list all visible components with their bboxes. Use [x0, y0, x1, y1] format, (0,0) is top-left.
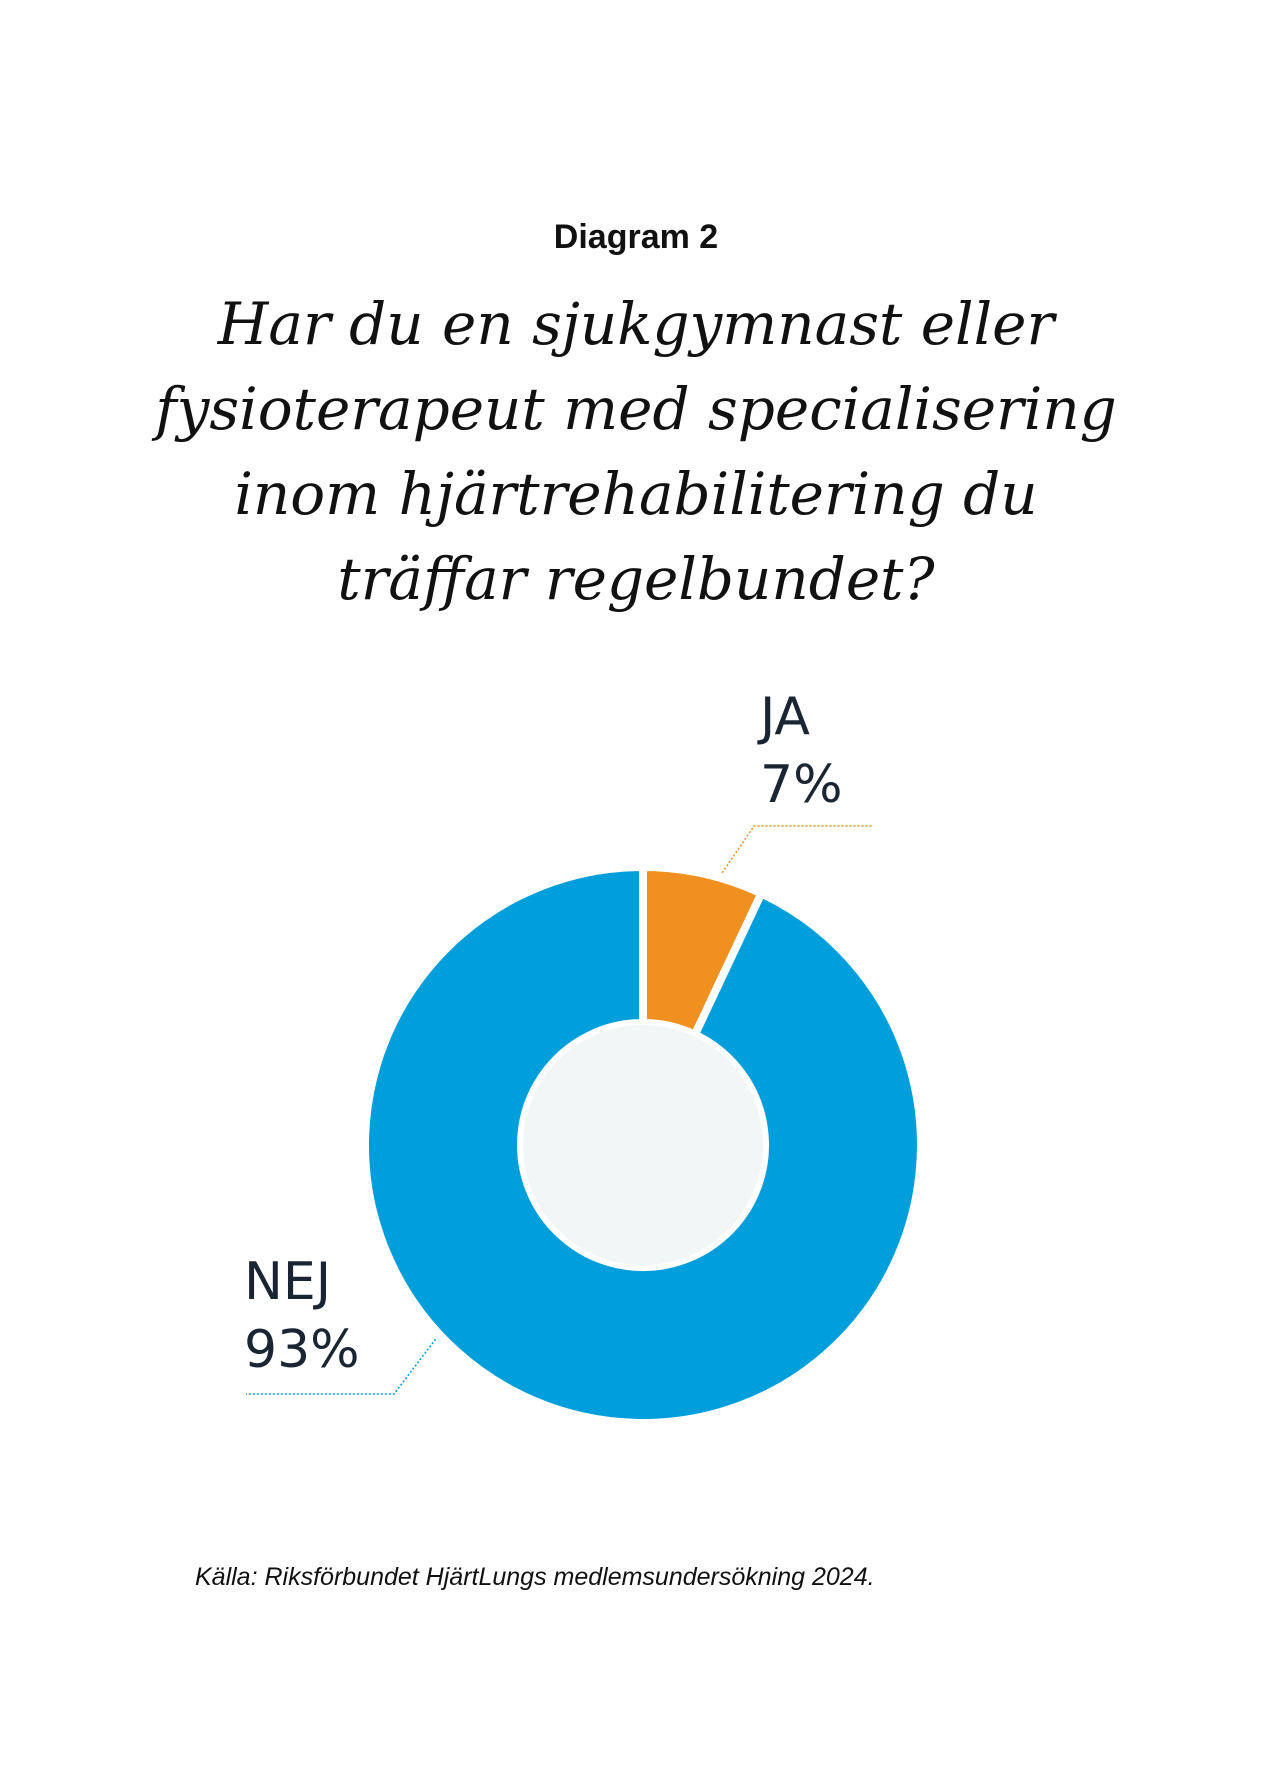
title-line: inom hjärtrehabilitering du — [234, 460, 1038, 528]
chart-title: Har du en sjukgymnast eller fysioterapeu… — [0, 282, 1272, 622]
title-line: träffar regelbundet? — [337, 545, 935, 613]
ja-category: JA — [760, 687, 810, 747]
nej-label: NEJ 93% — [244, 1248, 360, 1384]
ja-value: 7% — [760, 755, 843, 815]
ja-label: JA 7% — [760, 683, 843, 819]
ja-leader-line — [719, 825, 872, 877]
title-line: Har du en sjukgymnast eller — [217, 290, 1055, 358]
diagram-number: Diagram 2 — [553, 218, 719, 256]
nej-leader-line — [246, 1335, 439, 1395]
donut-hole — [519, 1021, 767, 1269]
source-note: Källa: Riksförbundet HjärtLungs medlemsu… — [195, 1563, 875, 1591]
nej-category: NEJ — [244, 1252, 332, 1312]
title-line: fysioterapeut med specialisering — [155, 375, 1117, 443]
nej-value: 93% — [244, 1320, 360, 1380]
